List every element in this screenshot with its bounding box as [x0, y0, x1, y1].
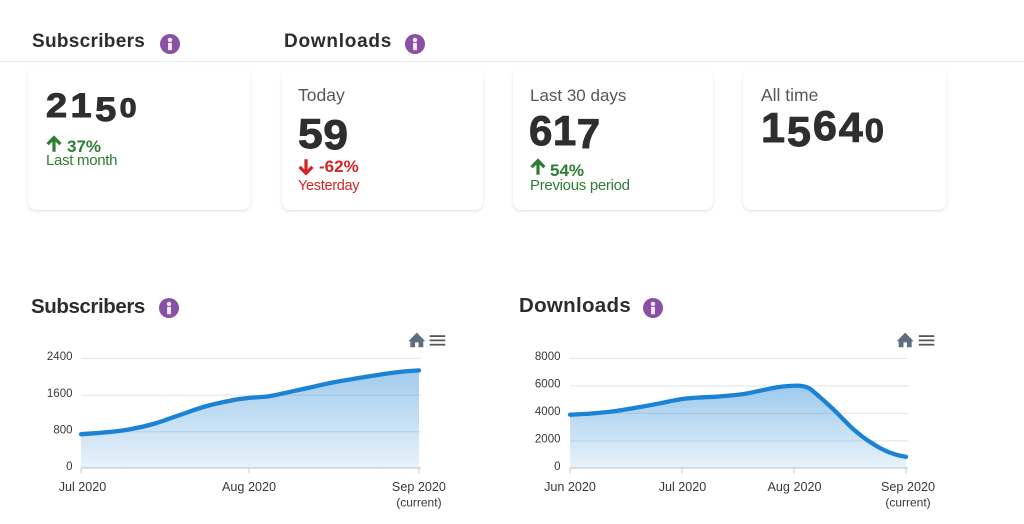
svg-text:0: 0 [66, 461, 72, 473]
svg-text:2400: 2400 [47, 351, 73, 363]
svg-text:Aug 2020: Aug 2020 [222, 480, 276, 494]
svg-text:Aug 2020: Aug 2020 [768, 480, 822, 494]
svg-text:8000: 8000 [535, 351, 561, 363]
svg-text:Sep 2020: Sep 2020 [881, 480, 935, 494]
svg-text:6000: 6000 [535, 378, 561, 390]
svg-text:4000: 4000 [535, 406, 561, 418]
svg-text:1600: 1600 [47, 388, 73, 400]
svg-text:Jul 2020: Jul 2020 [659, 480, 707, 494]
svg-text:0: 0 [554, 461, 560, 473]
svg-text:2000: 2000 [535, 433, 561, 445]
svg-text:Jul 2020: Jul 2020 [59, 480, 107, 494]
svg-text:(current): (current) [885, 496, 930, 510]
svg-text:Jun 2020: Jun 2020 [544, 480, 596, 494]
svg-text:Sep 2020: Sep 2020 [392, 480, 446, 494]
svg-text:(current): (current) [396, 496, 441, 510]
svg-text:800: 800 [53, 424, 72, 436]
